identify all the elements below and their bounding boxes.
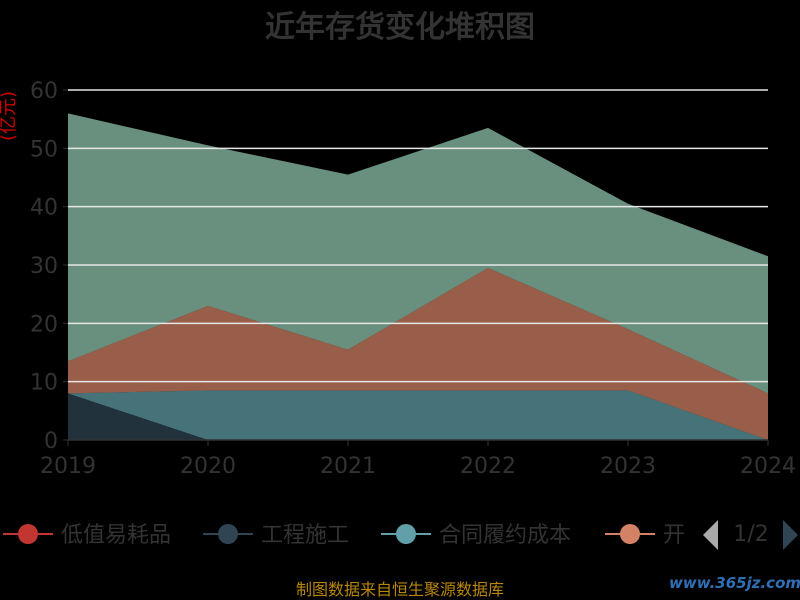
legend-next-icon[interactable]	[783, 520, 798, 550]
x-tick-label: 2020	[180, 454, 236, 479]
y-tick-label: 60	[30, 79, 58, 104]
legend-label: 低值易耗品	[61, 523, 171, 548]
y-tick-label: 40	[30, 196, 58, 221]
x-tick-label: 2023	[600, 454, 656, 479]
legend-prev-icon[interactable]	[703, 520, 718, 550]
legend-label: 合同履约成本	[439, 523, 571, 548]
area-series-3	[68, 267, 768, 440]
chart-title: 近年存货变化堆积图	[265, 10, 535, 45]
y-tick-label: 20	[30, 312, 58, 337]
watermark-logo: www.365jz.com	[669, 574, 800, 592]
legend-pager[interactable]: 1/2	[703, 520, 798, 550]
y-axis-unit-label: (亿元)	[0, 91, 19, 141]
y-tick-label: 10	[30, 371, 58, 396]
area-series-2	[68, 390, 768, 440]
legend-item[interactable]: 工程施工	[203, 523, 349, 548]
legend-marker-icon	[620, 524, 640, 544]
legend-page-indicator: 1/2	[733, 522, 768, 547]
legend-marker-icon	[396, 524, 416, 544]
y-tick-label: 0	[44, 429, 58, 454]
legend-item[interactable]: 合同履约成本	[381, 523, 571, 548]
legend-label: 开	[663, 523, 685, 548]
area-layers	[68, 113, 768, 440]
y-axis-ticks: 0 10 20 30 40 50 60	[30, 79, 68, 454]
y-tick-label: 50	[30, 137, 58, 162]
y-tick-label: 30	[30, 254, 58, 279]
legend-item[interactable]: 开	[605, 523, 685, 548]
x-tick-label: 2019	[40, 454, 96, 479]
data-source-footer: 制图数据来自恒生聚源数据库	[296, 580, 504, 599]
legend-marker-icon	[218, 524, 238, 544]
legend[interactable]: 低值易耗品 工程施工 合同履约成本 开	[3, 523, 685, 548]
legend-marker-icon	[18, 524, 38, 544]
x-tick-label: 2024	[740, 454, 796, 479]
grid-lines	[68, 89, 768, 383]
x-tick-label: 2022	[460, 454, 516, 479]
legend-label: 工程施工	[261, 523, 349, 548]
x-tick-label: 2021	[320, 454, 376, 479]
legend-item[interactable]: 低值易耗品	[3, 523, 171, 548]
area-series-4	[68, 113, 768, 394]
area-series-1	[68, 393, 768, 440]
x-axis: 2019 2020 2021 2022 2023 2024	[40, 439, 796, 479]
